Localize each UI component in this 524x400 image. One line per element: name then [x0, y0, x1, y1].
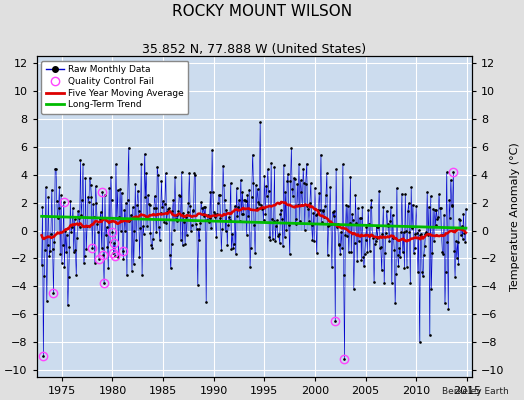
- Y-axis label: Temperature Anomaly (°C): Temperature Anomaly (°C): [510, 142, 520, 291]
- Text: ROCKY MOUNT WILSON: ROCKY MOUNT WILSON: [172, 4, 352, 19]
- Legend: Raw Monthly Data, Quality Control Fail, Five Year Moving Average, Long-Term Tren: Raw Monthly Data, Quality Control Fail, …: [41, 61, 189, 114]
- Text: Berkeley Earth: Berkeley Earth: [442, 387, 508, 396]
- Title: 35.852 N, 77.888 W (United States): 35.852 N, 77.888 W (United States): [142, 43, 366, 56]
